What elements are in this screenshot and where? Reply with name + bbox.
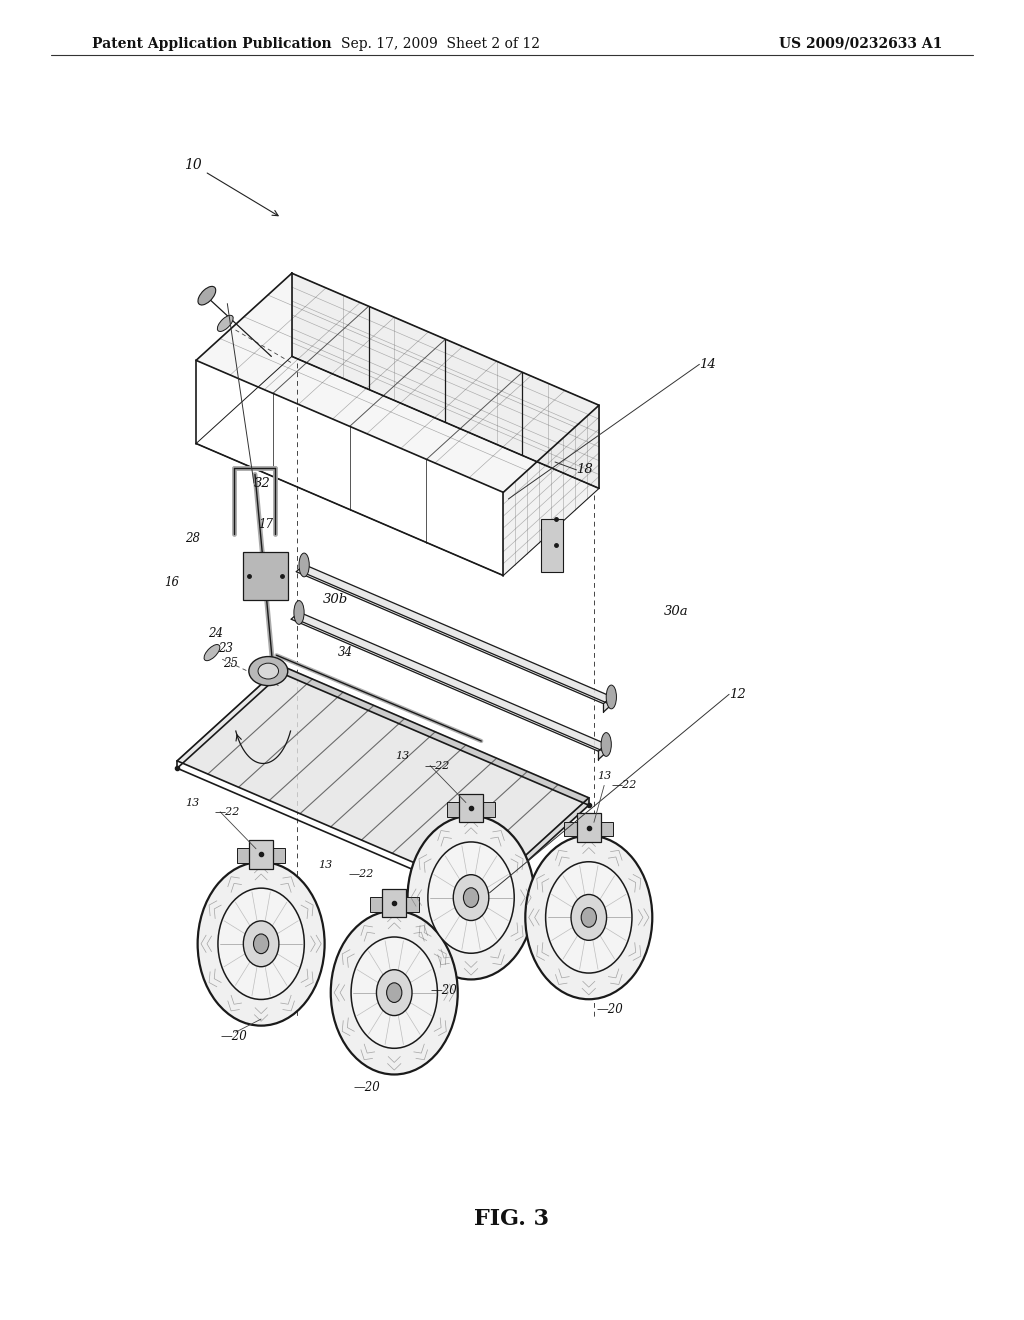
Ellipse shape [606, 685, 616, 709]
Text: 14: 14 [699, 358, 716, 371]
Polygon shape [291, 612, 606, 751]
FancyBboxPatch shape [243, 552, 288, 599]
Text: 24: 24 [208, 627, 223, 640]
Text: 25: 25 [222, 657, 238, 671]
Circle shape [571, 895, 606, 940]
Polygon shape [503, 405, 599, 576]
Text: —22: —22 [425, 760, 451, 771]
Circle shape [198, 862, 325, 1026]
Text: 30b: 30b [323, 593, 348, 606]
Text: —22: —22 [611, 780, 637, 791]
Circle shape [464, 888, 478, 907]
Text: —20: —20 [597, 1003, 624, 1016]
Text: 12: 12 [729, 688, 745, 701]
Polygon shape [484, 797, 589, 900]
FancyBboxPatch shape [564, 822, 577, 837]
Polygon shape [299, 612, 606, 752]
FancyBboxPatch shape [459, 793, 483, 822]
Text: 16: 16 [164, 576, 179, 589]
Circle shape [387, 983, 401, 1002]
Ellipse shape [249, 656, 288, 685]
Text: 28: 28 [184, 532, 200, 545]
Text: 23: 23 [218, 642, 233, 655]
Circle shape [254, 935, 268, 953]
Circle shape [331, 911, 458, 1074]
Text: 34: 34 [338, 645, 353, 659]
Polygon shape [282, 665, 589, 805]
FancyBboxPatch shape [577, 813, 601, 842]
Circle shape [525, 836, 652, 999]
FancyBboxPatch shape [407, 898, 419, 912]
Text: —20: —20 [220, 1030, 247, 1043]
FancyBboxPatch shape [483, 803, 496, 817]
Text: —22: —22 [348, 869, 374, 879]
FancyBboxPatch shape [601, 822, 613, 837]
Text: —20: —20 [353, 1081, 380, 1094]
Text: US 2009/0232633 A1: US 2009/0232633 A1 [778, 37, 942, 51]
Polygon shape [177, 665, 589, 892]
FancyBboxPatch shape [273, 849, 286, 863]
Circle shape [351, 937, 437, 1048]
Text: 17: 17 [258, 517, 273, 531]
FancyBboxPatch shape [249, 840, 273, 869]
Ellipse shape [204, 644, 220, 661]
FancyBboxPatch shape [382, 888, 407, 917]
Circle shape [428, 842, 514, 953]
Circle shape [454, 875, 488, 920]
Text: Patent Application Publication: Patent Application Publication [92, 37, 332, 51]
Circle shape [244, 921, 279, 966]
Text: Sep. 17, 2009  Sheet 2 of 12: Sep. 17, 2009 Sheet 2 of 12 [341, 37, 540, 51]
Text: FIG. 3: FIG. 3 [474, 1208, 550, 1230]
Circle shape [582, 908, 596, 927]
Text: —22: —22 [215, 807, 241, 817]
Polygon shape [304, 565, 611, 705]
Text: 13: 13 [185, 797, 200, 808]
Text: 13: 13 [395, 751, 410, 762]
Polygon shape [598, 744, 606, 759]
Ellipse shape [198, 286, 216, 305]
Text: 30a: 30a [664, 605, 688, 618]
Polygon shape [292, 273, 599, 488]
Text: 18: 18 [577, 463, 593, 477]
Text: 13: 13 [318, 859, 333, 870]
Circle shape [546, 862, 632, 973]
Ellipse shape [294, 601, 304, 624]
Ellipse shape [299, 553, 309, 577]
Circle shape [377, 970, 412, 1015]
FancyBboxPatch shape [541, 519, 563, 572]
Circle shape [408, 816, 535, 979]
Polygon shape [603, 697, 611, 711]
Text: 32: 32 [254, 477, 270, 490]
Circle shape [218, 888, 304, 999]
Polygon shape [196, 273, 599, 492]
Text: 10: 10 [184, 158, 202, 172]
FancyBboxPatch shape [446, 803, 459, 817]
Text: —20: —20 [430, 983, 457, 997]
FancyBboxPatch shape [237, 849, 249, 863]
Ellipse shape [258, 663, 279, 678]
Polygon shape [296, 565, 611, 704]
Ellipse shape [601, 733, 611, 756]
FancyBboxPatch shape [370, 898, 382, 912]
Ellipse shape [217, 315, 233, 331]
Text: 13: 13 [597, 771, 611, 781]
